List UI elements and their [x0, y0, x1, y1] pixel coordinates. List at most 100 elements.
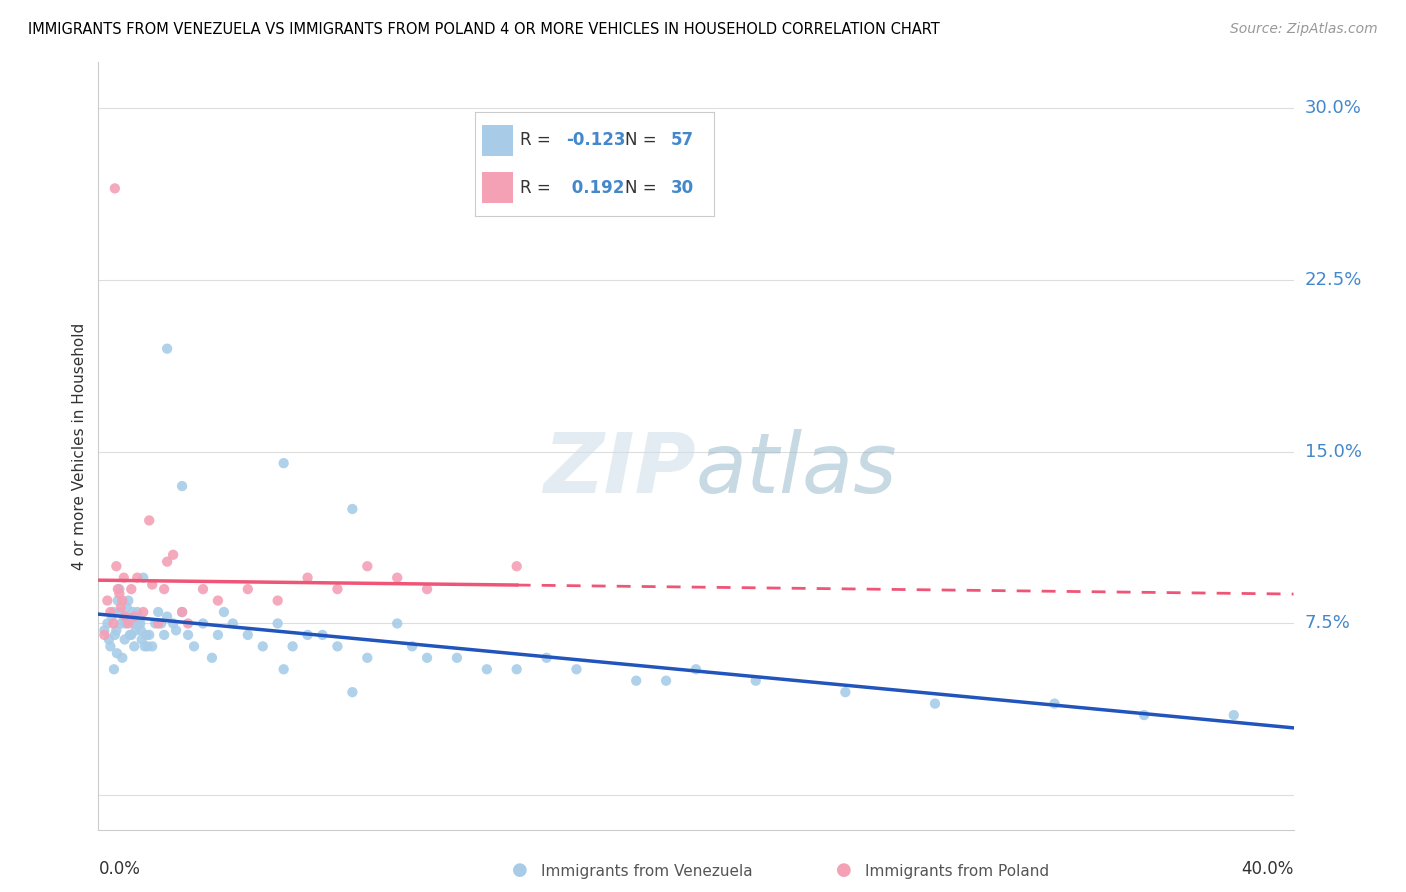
Point	[1133, 708, 1156, 723]
Point	[191, 582, 214, 596]
Point	[117, 593, 139, 607]
Point	[153, 628, 176, 642]
Point	[267, 616, 290, 631]
Point	[98, 605, 122, 619]
Point	[110, 600, 132, 615]
Point	[111, 650, 134, 665]
Point	[141, 577, 163, 591]
Point	[536, 650, 558, 665]
Point	[834, 685, 856, 699]
Point	[112, 609, 135, 624]
Point	[117, 616, 139, 631]
Point	[172, 605, 194, 619]
Point	[212, 605, 235, 619]
Point	[475, 662, 498, 676]
Point	[924, 697, 946, 711]
Point	[506, 662, 529, 676]
Point	[356, 559, 378, 574]
Point	[105, 624, 128, 638]
Point	[108, 605, 131, 619]
Point	[565, 662, 588, 676]
Text: ZIP: ZIP	[543, 428, 696, 509]
Point	[162, 616, 184, 631]
Point	[107, 582, 129, 596]
Point	[156, 555, 179, 569]
Point	[124, 640, 146, 654]
Point	[103, 662, 125, 676]
Text: Immigrants from Poland: Immigrants from Poland	[865, 863, 1049, 879]
Point	[281, 640, 304, 654]
Point	[114, 632, 136, 647]
Point	[172, 605, 194, 619]
Point	[101, 609, 124, 624]
Point	[297, 571, 319, 585]
Point	[156, 609, 179, 624]
Point	[141, 640, 163, 654]
Point	[416, 582, 439, 596]
Text: ●: ●	[512, 861, 529, 879]
Point	[96, 593, 118, 607]
Point	[132, 605, 155, 619]
Point	[112, 571, 135, 585]
Text: IMMIGRANTS FROM VENEZUELA VS IMMIGRANTS FROM POLAND 4 OR MORE VEHICLES IN HOUSEH: IMMIGRANTS FROM VENEZUELA VS IMMIGRANTS …	[28, 22, 939, 37]
Point	[125, 624, 148, 638]
Text: 7.5%: 7.5%	[1305, 615, 1351, 632]
Point	[183, 640, 205, 654]
Point	[201, 650, 224, 665]
Point	[626, 673, 648, 688]
Point	[108, 587, 131, 601]
Point	[111, 593, 134, 607]
Point	[114, 609, 136, 624]
Point	[148, 605, 170, 619]
Point	[104, 181, 127, 195]
Point	[172, 479, 194, 493]
Point	[138, 628, 160, 642]
Point	[177, 628, 200, 642]
Point	[127, 571, 149, 585]
Point	[104, 628, 127, 642]
Point	[148, 616, 170, 631]
Point	[128, 616, 150, 631]
Point	[236, 582, 259, 596]
Point	[103, 616, 125, 631]
Text: 15.0%: 15.0%	[1305, 442, 1361, 461]
Text: 0.0%: 0.0%	[98, 860, 141, 878]
Point	[326, 640, 349, 654]
Point	[143, 616, 166, 631]
Point	[120, 628, 142, 642]
Point	[156, 342, 179, 356]
Point	[191, 616, 214, 631]
Point	[685, 662, 707, 676]
Point	[273, 456, 295, 470]
Point	[416, 650, 439, 665]
Point	[118, 628, 141, 642]
Point	[114, 616, 136, 631]
Point	[342, 685, 364, 699]
Point	[97, 632, 120, 647]
Point	[93, 624, 115, 638]
Point	[356, 650, 378, 665]
Point	[115, 600, 138, 615]
Text: 22.5%: 22.5%	[1305, 271, 1362, 289]
Point	[103, 605, 125, 619]
Point	[162, 548, 184, 562]
Point	[342, 502, 364, 516]
Point	[207, 628, 229, 642]
Point	[121, 605, 143, 619]
Point	[177, 616, 200, 631]
Point	[138, 513, 160, 527]
Point	[108, 582, 131, 596]
Point	[1043, 697, 1066, 711]
Text: ●: ●	[835, 861, 852, 879]
Point	[129, 624, 152, 638]
Point	[98, 640, 122, 654]
Point	[107, 593, 129, 607]
Point	[326, 582, 349, 596]
Point	[1223, 708, 1246, 723]
Point	[506, 559, 529, 574]
Point	[105, 559, 128, 574]
Text: 40.0%: 40.0%	[1241, 860, 1294, 878]
Point	[129, 616, 152, 631]
Point	[297, 628, 319, 642]
Point	[385, 616, 409, 631]
